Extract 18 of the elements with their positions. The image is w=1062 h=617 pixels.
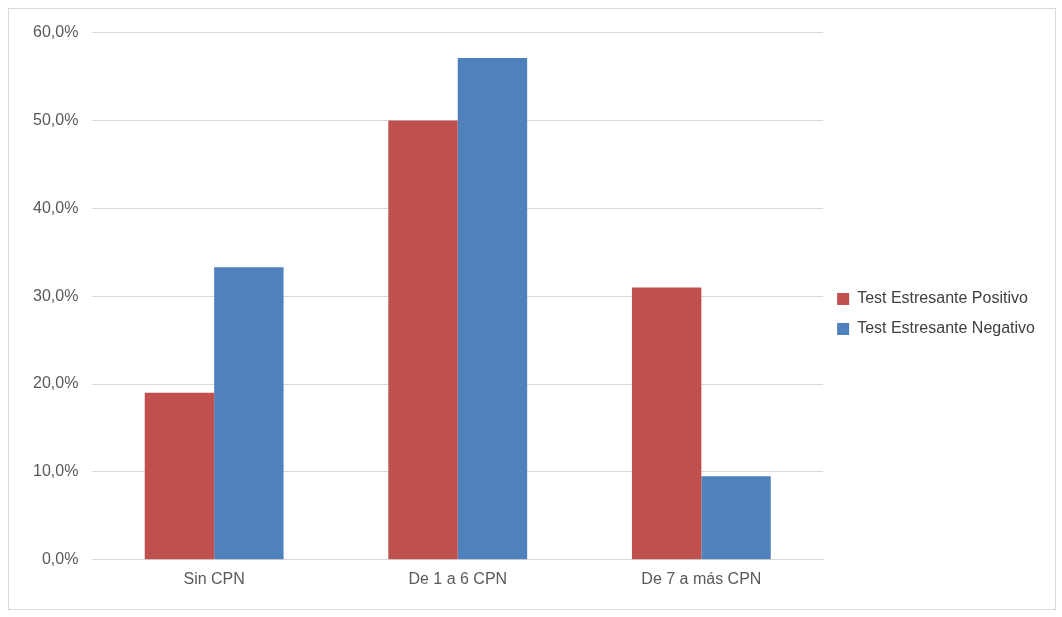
x-tick-label: De 7 a más CPN xyxy=(641,569,762,587)
x-tick-label: De 1 a 6 CPN xyxy=(408,569,508,587)
bar xyxy=(214,267,284,560)
y-tick-label: 30,0% xyxy=(32,286,79,304)
bar xyxy=(388,120,458,560)
y-tick-label: 20,0% xyxy=(32,374,79,392)
legend-label: Test Estresante Positivo xyxy=(857,289,1028,307)
y-tick-label: 0,0% xyxy=(41,550,79,568)
y-tick-label: 10,0% xyxy=(32,462,79,480)
x-tick-label: Sin CPN xyxy=(183,569,245,587)
y-tick-label: 50,0% xyxy=(32,110,79,128)
bar xyxy=(144,392,215,560)
bar xyxy=(701,476,771,560)
bar xyxy=(631,287,702,560)
legend-label: Test Estresante Negativo xyxy=(857,319,1036,337)
y-tick-label: 40,0% xyxy=(32,198,79,216)
y-tick-label: 60,0% xyxy=(32,23,79,41)
bar xyxy=(457,58,528,560)
